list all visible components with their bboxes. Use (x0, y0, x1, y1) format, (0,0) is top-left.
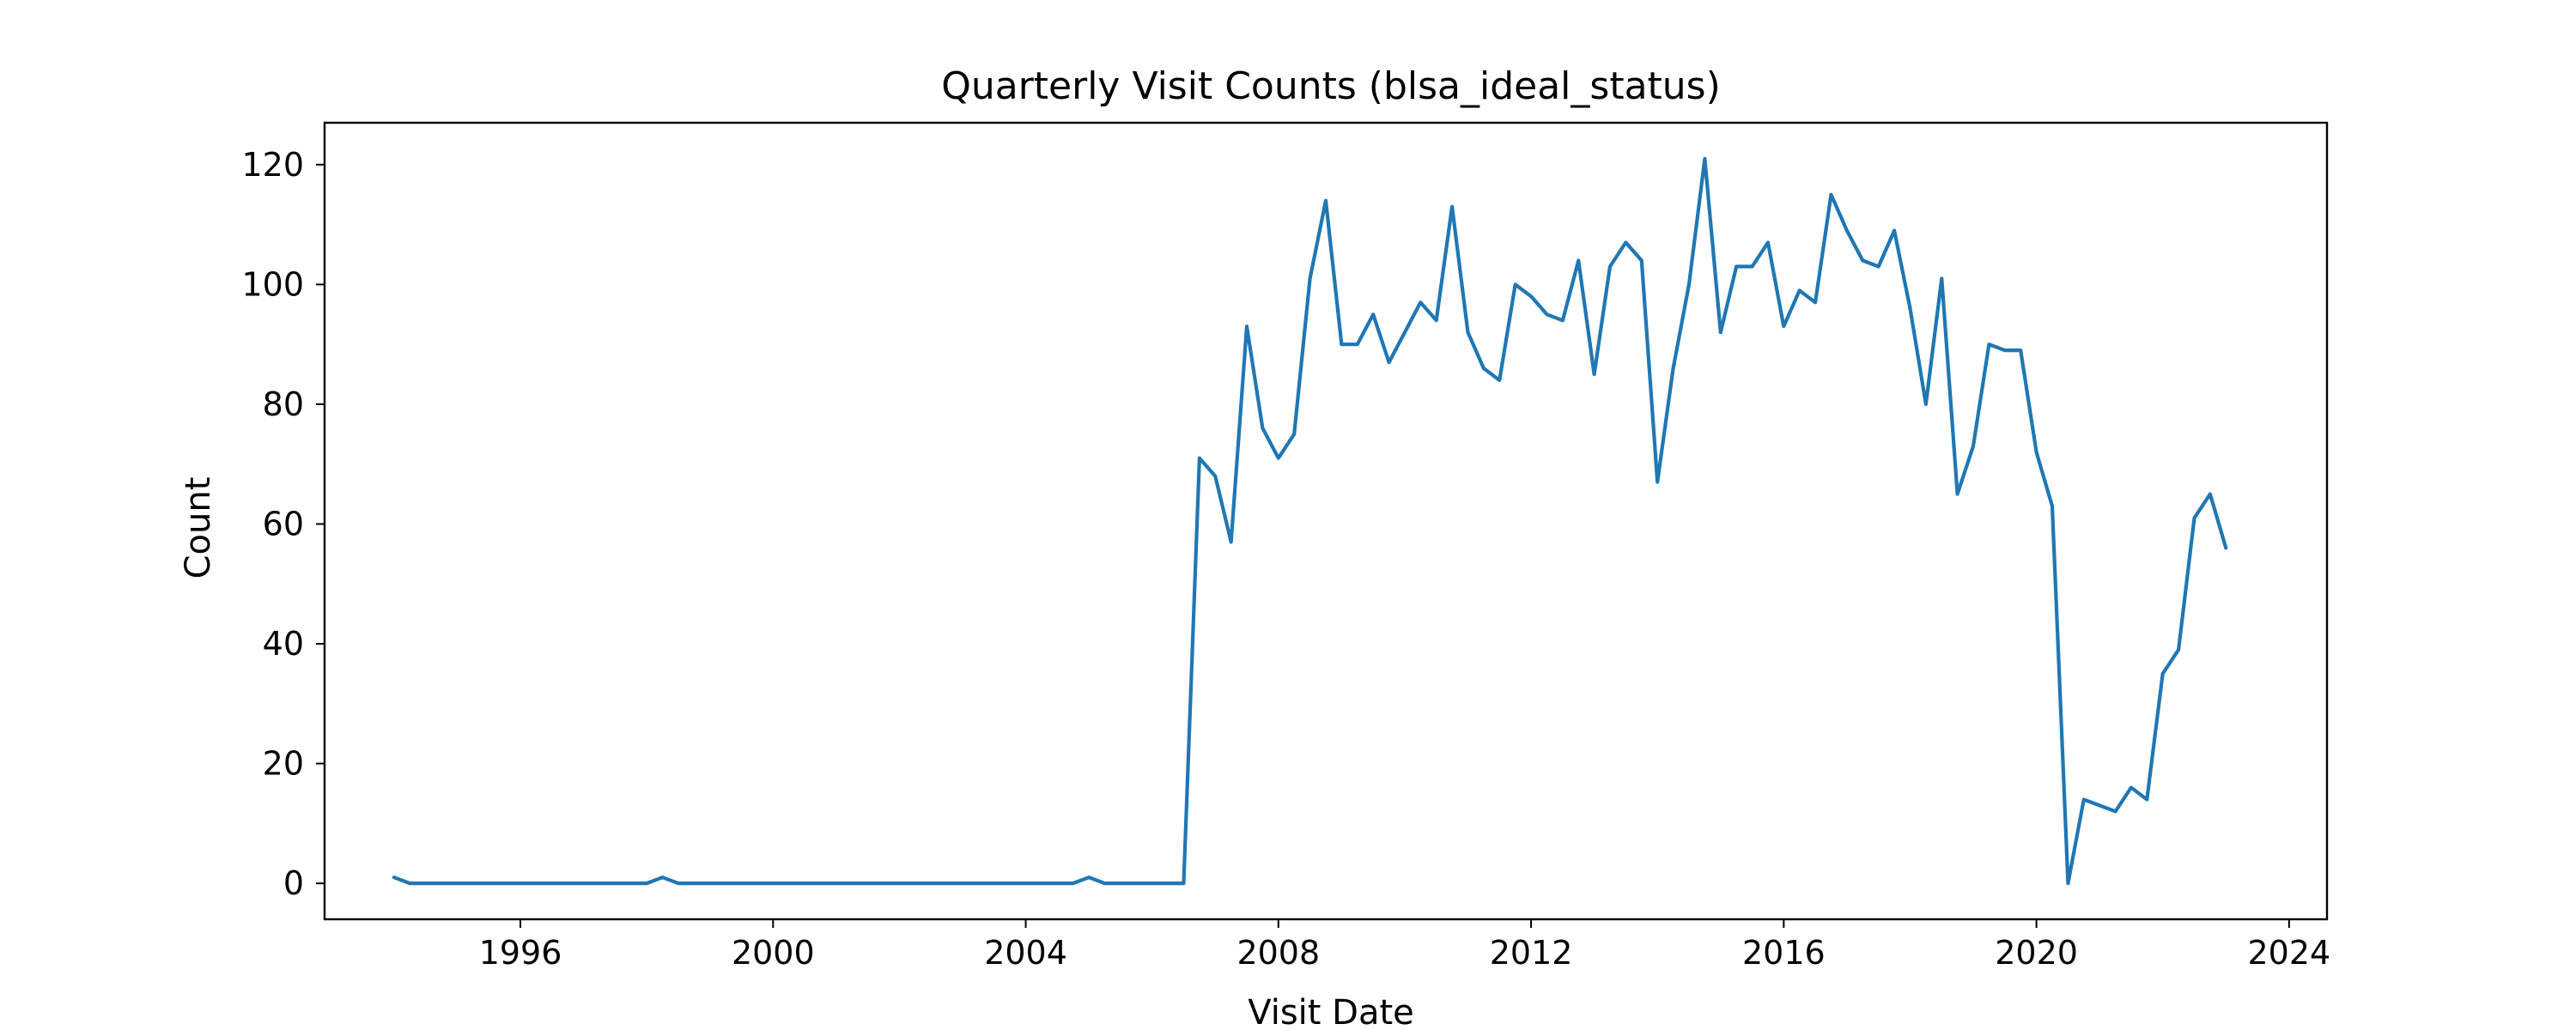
y-axis-label: Count (179, 477, 218, 579)
y-tick-label: 60 (263, 505, 304, 542)
x-axis-label: Visit Date (1248, 993, 1414, 1030)
x-axis: 1996 2000 2004 2008 2012 2016 2020 2024 (479, 919, 2331, 972)
x-tick-label: 2024 (2248, 934, 2331, 972)
x-tick-label: 2016 (1742, 934, 1826, 972)
chart-title: Quarterly Visit Counts (blsa_ideal_statu… (941, 64, 1721, 108)
y-tick-label: 80 (263, 385, 304, 423)
y-tick-label: 40 (263, 625, 304, 663)
x-tick-label: 2012 (1490, 934, 1573, 972)
x-tick-label: 2008 (1236, 934, 1320, 972)
x-tick-label: 1996 (479, 934, 562, 972)
x-tick-label: 2020 (1995, 934, 2078, 972)
y-tick-label: 0 (283, 864, 304, 902)
y-tick-label: 100 (241, 265, 304, 303)
y-tick-label: 120 (241, 146, 304, 184)
series-line (392, 156, 2228, 886)
plot-frame (323, 121, 2329, 921)
x-tick-label: 2004 (984, 934, 1067, 972)
y-tick-label: 20 (263, 745, 304, 783)
x-tick-label: 2000 (732, 934, 815, 972)
y-axis: 0 20 40 60 80 100 120 (241, 146, 325, 902)
plot-area (323, 121, 2329, 921)
